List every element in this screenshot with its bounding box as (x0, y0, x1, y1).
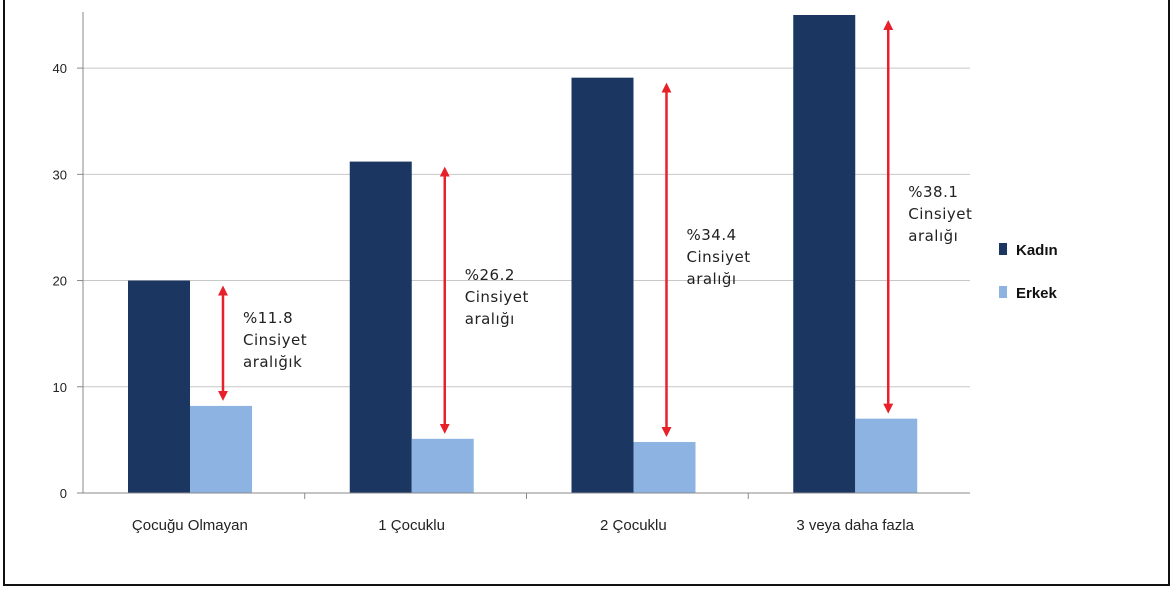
gap-annotation-text: Cinsiyet (687, 248, 751, 266)
legend: Kadın Erkek (999, 242, 1058, 302)
x-category-label: 2 Çocuklu (600, 517, 667, 534)
gap-annotation-text: aralığı (465, 310, 515, 328)
y-axis-ticks: 0 10 20 30 40 (53, 61, 83, 501)
y-tick-label: 40 (53, 61, 67, 76)
y-tick-label: 20 (53, 274, 67, 289)
gap-annotation-text: %26.2 (465, 266, 515, 284)
gap-annotation-text: Cinsiyet (908, 205, 972, 223)
gap-annotations: %11.8 Cinsiyet aralığık %26.2 Cinsiyet aralığ… (218, 20, 972, 438)
bar-kadin (793, 15, 856, 493)
gap-annotation-text: %11.8 (243, 309, 293, 327)
x-axis-categories: Çocuğu Olmayan 1 Çocuklu 2 Çocuklu 3 veya d… (132, 517, 915, 534)
bar-kadin (128, 280, 190, 493)
gap-annotation-text: Cinsiyet (465, 288, 529, 306)
bar-erkek (855, 418, 918, 493)
gap-annotation-text: Cinsiyet (243, 331, 307, 349)
gap-annotation-text: aralığı (908, 227, 958, 245)
bar-erkek (190, 405, 252, 493)
gap-annotation-text: %34.4 (687, 226, 737, 244)
x-category-label: 3 veya daha fazla (796, 517, 914, 534)
y-tick-label: 30 (53, 167, 67, 182)
y-tick-label: 0 (60, 486, 67, 501)
x-category-label: Çocuğu Olmayan (132, 517, 248, 534)
x-category-label: 1 Çocuklu (378, 517, 445, 534)
legend-swatch (999, 286, 1007, 298)
gap-annotation-text: aralığı (687, 270, 737, 288)
gap-annotation-text: aralığık (243, 353, 302, 371)
bar-kadin (571, 77, 634, 493)
legend-label: Kadın (1016, 242, 1058, 259)
bar-erkek (633, 442, 696, 493)
legend-label: Erkek (1016, 285, 1058, 302)
legend-swatch (999, 243, 1007, 255)
y-tick-label: 10 (53, 380, 67, 395)
bar-erkek (411, 438, 474, 493)
bar-kadin (349, 161, 412, 493)
bars (128, 15, 918, 493)
axes (82, 12, 970, 499)
gap-annotation-text: %38.1 (908, 183, 958, 201)
